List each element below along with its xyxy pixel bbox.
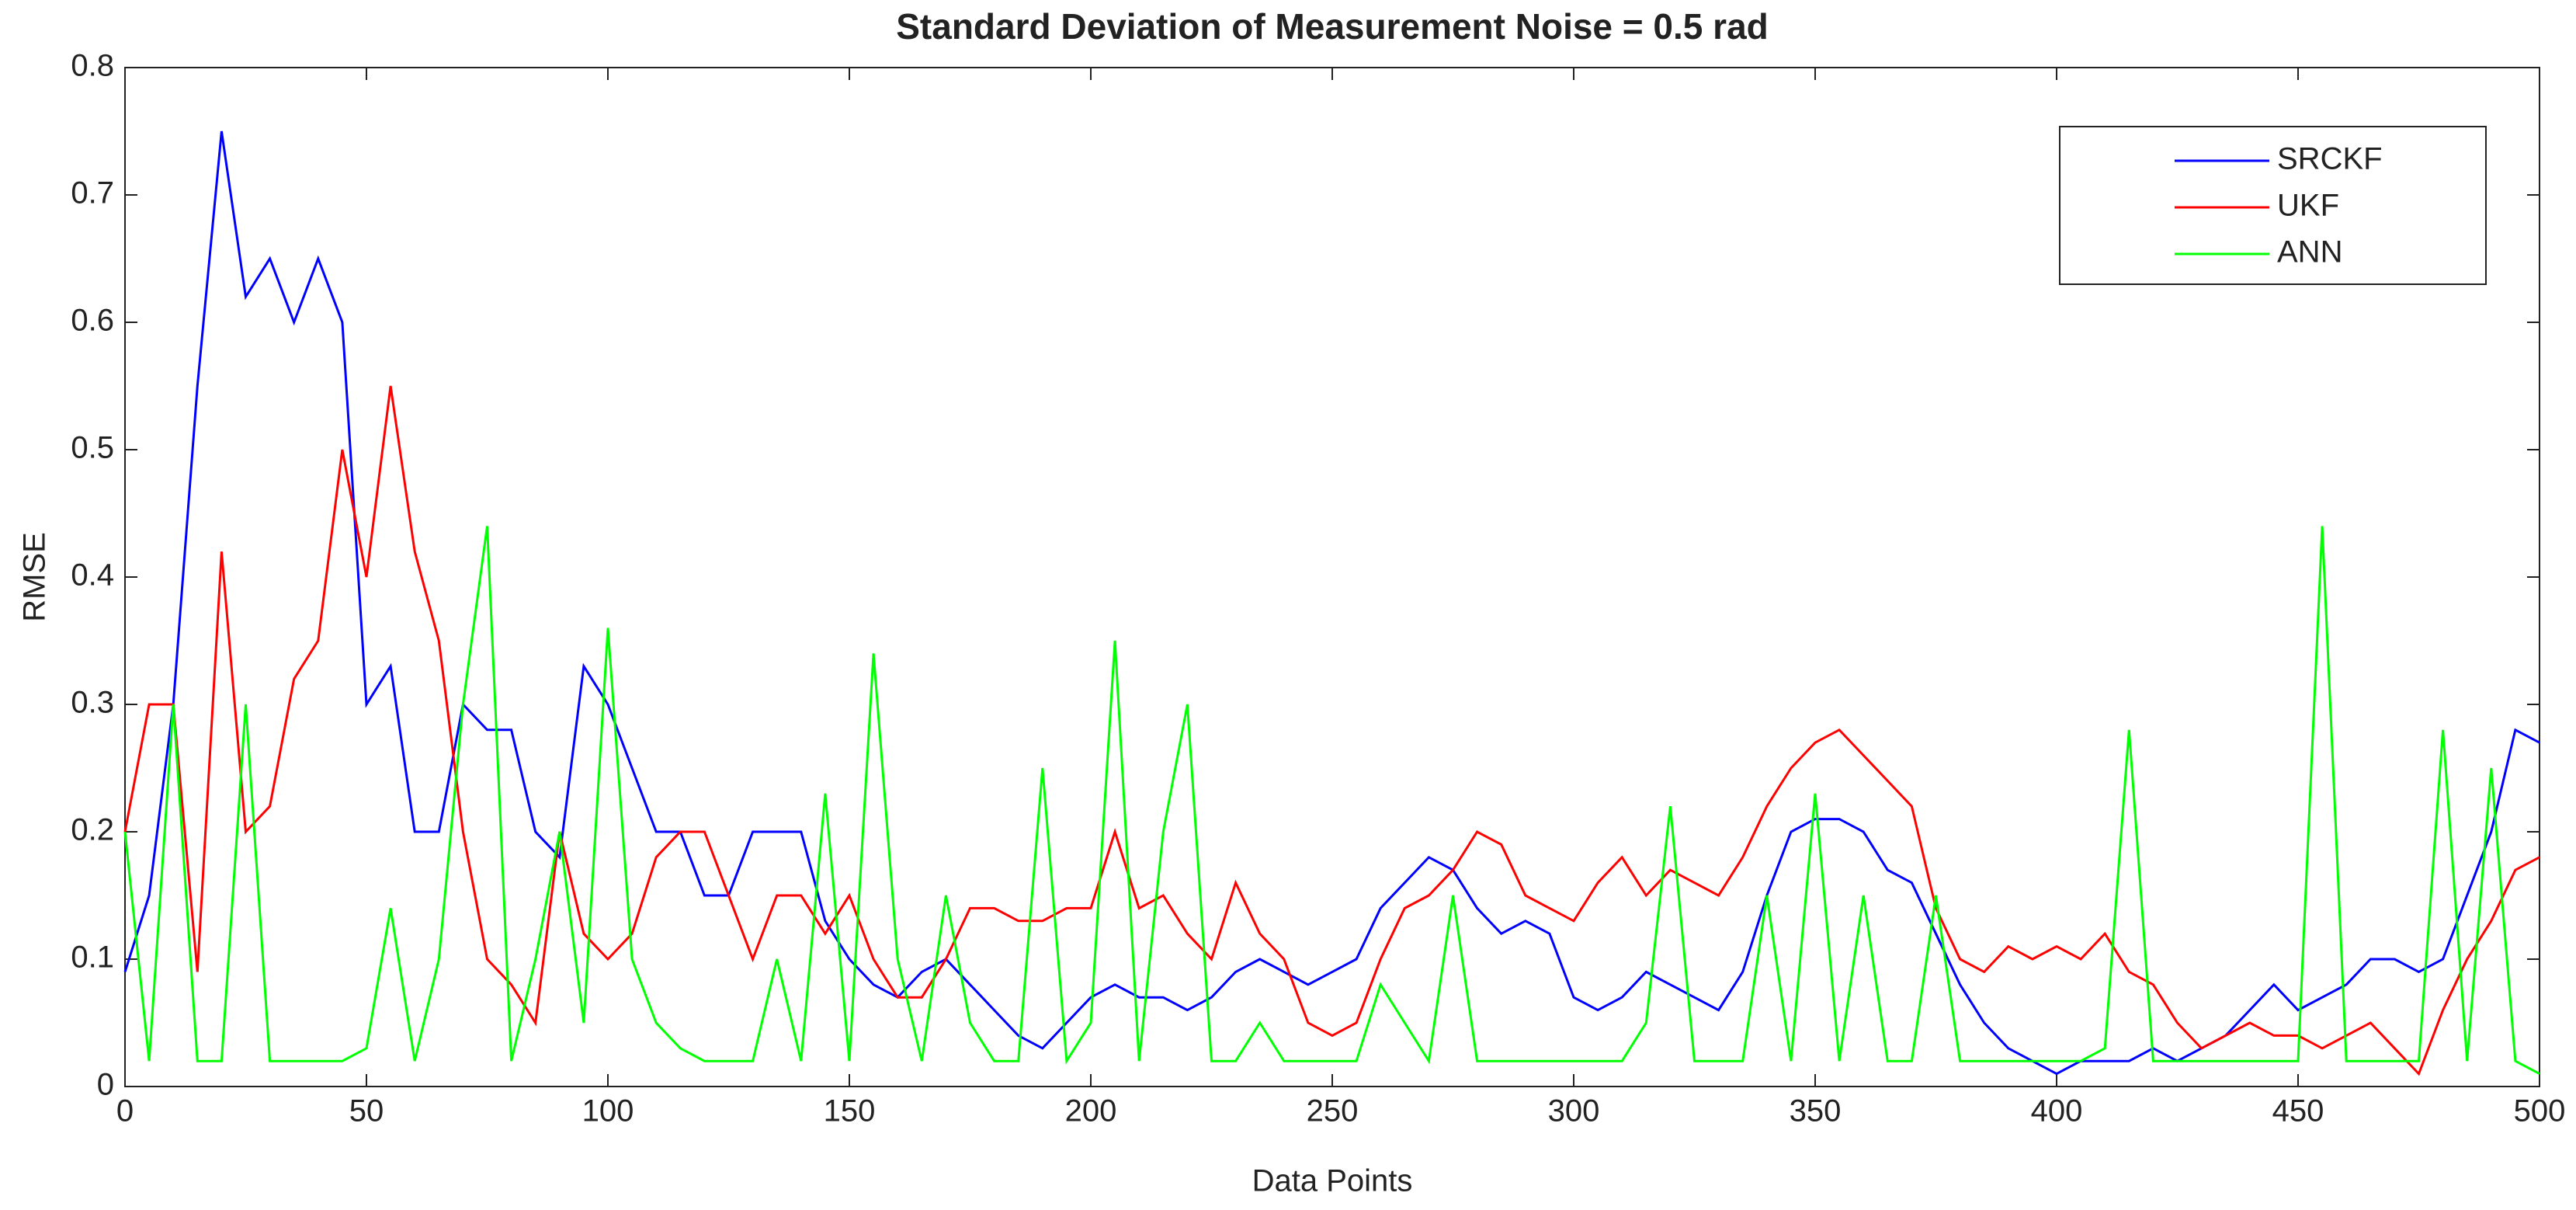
y-tick-label: 0.3 (71, 686, 114, 720)
legend-label: UKF (2277, 189, 2339, 223)
x-tick-label: 350 (1790, 1094, 1842, 1128)
y-tick-label: 0 (97, 1068, 114, 1102)
x-tick-label: 150 (824, 1094, 876, 1128)
x-tick-label: 500 (2514, 1094, 2566, 1128)
series-line (123, 130, 2540, 1076)
x-tick-label: 450 (2272, 1094, 2324, 1128)
x-tick-label: 100 (582, 1094, 634, 1128)
series-line (123, 385, 2540, 1076)
legend-label: SRCKF (2277, 142, 2383, 176)
y-tick-label: 0.4 (71, 558, 114, 593)
series-line (123, 526, 2540, 1075)
y-tick-label: 0.8 (71, 49, 114, 83)
x-tick-label: 400 (2031, 1094, 2083, 1128)
legend-label: ANN (2277, 235, 2342, 269)
x-tick-label: 250 (1307, 1094, 1359, 1128)
x-tick-label: 50 (349, 1094, 384, 1128)
legend-box (2059, 126, 2487, 285)
y-tick-label: 0.5 (71, 431, 114, 465)
chart-title: Standard Deviation of Measurement Noise … (896, 6, 1769, 47)
x-tick-label: 200 (1065, 1094, 1117, 1128)
x-axis-label: Data Points (1252, 1164, 1413, 1198)
x-tick-label: 0 (116, 1094, 134, 1128)
y-axis-label: RMSE (18, 532, 52, 622)
x-tick-label: 300 (1548, 1094, 1600, 1128)
y-tick-label: 0.7 (71, 176, 114, 210)
y-tick-label: 0.6 (71, 304, 114, 338)
y-tick-label: 0.1 (71, 941, 114, 975)
y-tick-label: 0.2 (71, 813, 114, 847)
